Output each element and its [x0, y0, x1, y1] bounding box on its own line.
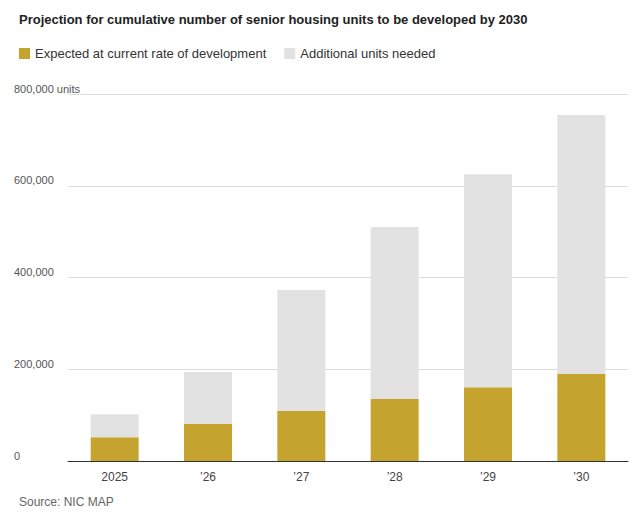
svg-text:’27: ’27	[293, 470, 309, 484]
svg-text:2025: 2025	[101, 470, 128, 484]
svg-text:600,000: 600,000	[14, 174, 54, 186]
svg-text:800,000 units: 800,000 units	[14, 83, 81, 95]
svg-text:Additional units needed: Additional units needed	[300, 46, 435, 61]
svg-text:Projection for cumulative numb: Projection for cumulative number of seni…	[19, 12, 528, 27]
svg-text:Expected at current rate of de: Expected at current rate of development	[35, 46, 267, 61]
svg-text:Source: NIC MAP: Source: NIC MAP	[19, 495, 114, 509]
svg-text:’26: ’26	[200, 470, 216, 484]
svg-text:’30: ’30	[573, 470, 589, 484]
svg-text:200,000: 200,000	[14, 358, 54, 370]
svg-text:0: 0	[14, 450, 20, 462]
svg-text:’28: ’28	[387, 470, 403, 484]
svg-text:’29: ’29	[480, 470, 496, 484]
svg-text:400,000: 400,000	[14, 266, 54, 278]
